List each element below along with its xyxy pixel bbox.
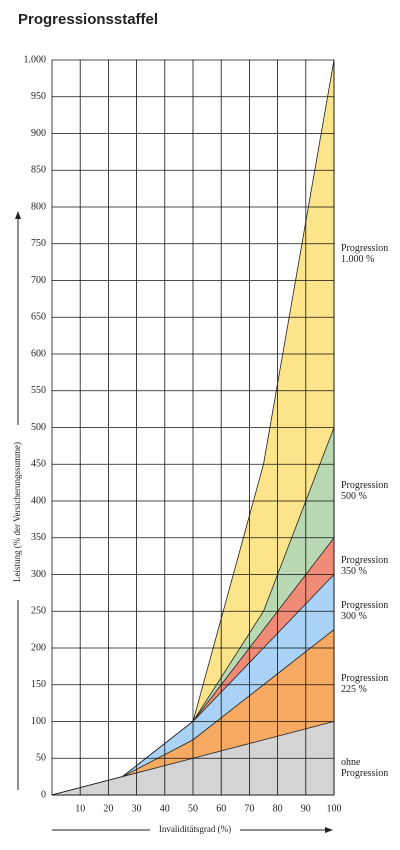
y-tick-label: 0 [41, 789, 46, 800]
y-axis-label: Leistung (% der Versicherungssumme) [12, 442, 22, 582]
y-tick-label: 50 [36, 753, 46, 764]
chart-title: Progressionsstaffel [18, 11, 159, 28]
y-tick-label: 1.000 [24, 54, 47, 65]
series-label: Progression 500 % [341, 480, 389, 502]
y-tick-label: 100 [31, 716, 46, 727]
x-tick-label: 80 [273, 803, 283, 814]
y-tick-label: 450 [31, 459, 46, 470]
y-tick-label: 400 [31, 495, 46, 506]
y-tick-label: 850 [31, 165, 46, 176]
x-tick-label: 60 [216, 803, 226, 814]
series-label: Progression 300 % [341, 600, 389, 622]
y-tick-label: 150 [31, 679, 46, 690]
x-tick-label: 70 [244, 803, 254, 814]
x-tick-label: 50 [188, 803, 198, 814]
series-label: Progression 225 % [341, 673, 389, 695]
series-label: Progression 350 % [341, 555, 389, 577]
y-tick-label: 950 [31, 91, 46, 102]
y-tick-label: 350 [31, 532, 46, 543]
y-tick-label: 550 [31, 385, 46, 396]
y-tick-label: 200 [31, 642, 46, 653]
y-tick-label: 300 [31, 569, 46, 580]
y-tick-label: 650 [31, 312, 46, 323]
x-tick-label: 100 [327, 803, 342, 814]
series-label: ohne Progression [341, 757, 389, 779]
y-tick-label: 250 [31, 606, 46, 617]
x-tick-label: 20 [103, 803, 113, 814]
x-tick-label: 30 [132, 803, 142, 814]
y-tick-label: 800 [31, 201, 46, 212]
y-tick-label: 500 [31, 422, 46, 433]
x-axis-label: Invaliditätsgrad (%) [159, 824, 231, 834]
series-label: Progression 1.000 % [341, 243, 389, 265]
x-tick-label: 10 [75, 803, 85, 814]
y-tick-label: 600 [31, 348, 46, 359]
y-tick-label: 750 [31, 238, 46, 249]
y-tick-label: 900 [31, 128, 46, 139]
y-tick-label: 700 [31, 275, 46, 286]
x-tick-label: 90 [301, 803, 311, 814]
x-tick-label: 40 [160, 803, 170, 814]
